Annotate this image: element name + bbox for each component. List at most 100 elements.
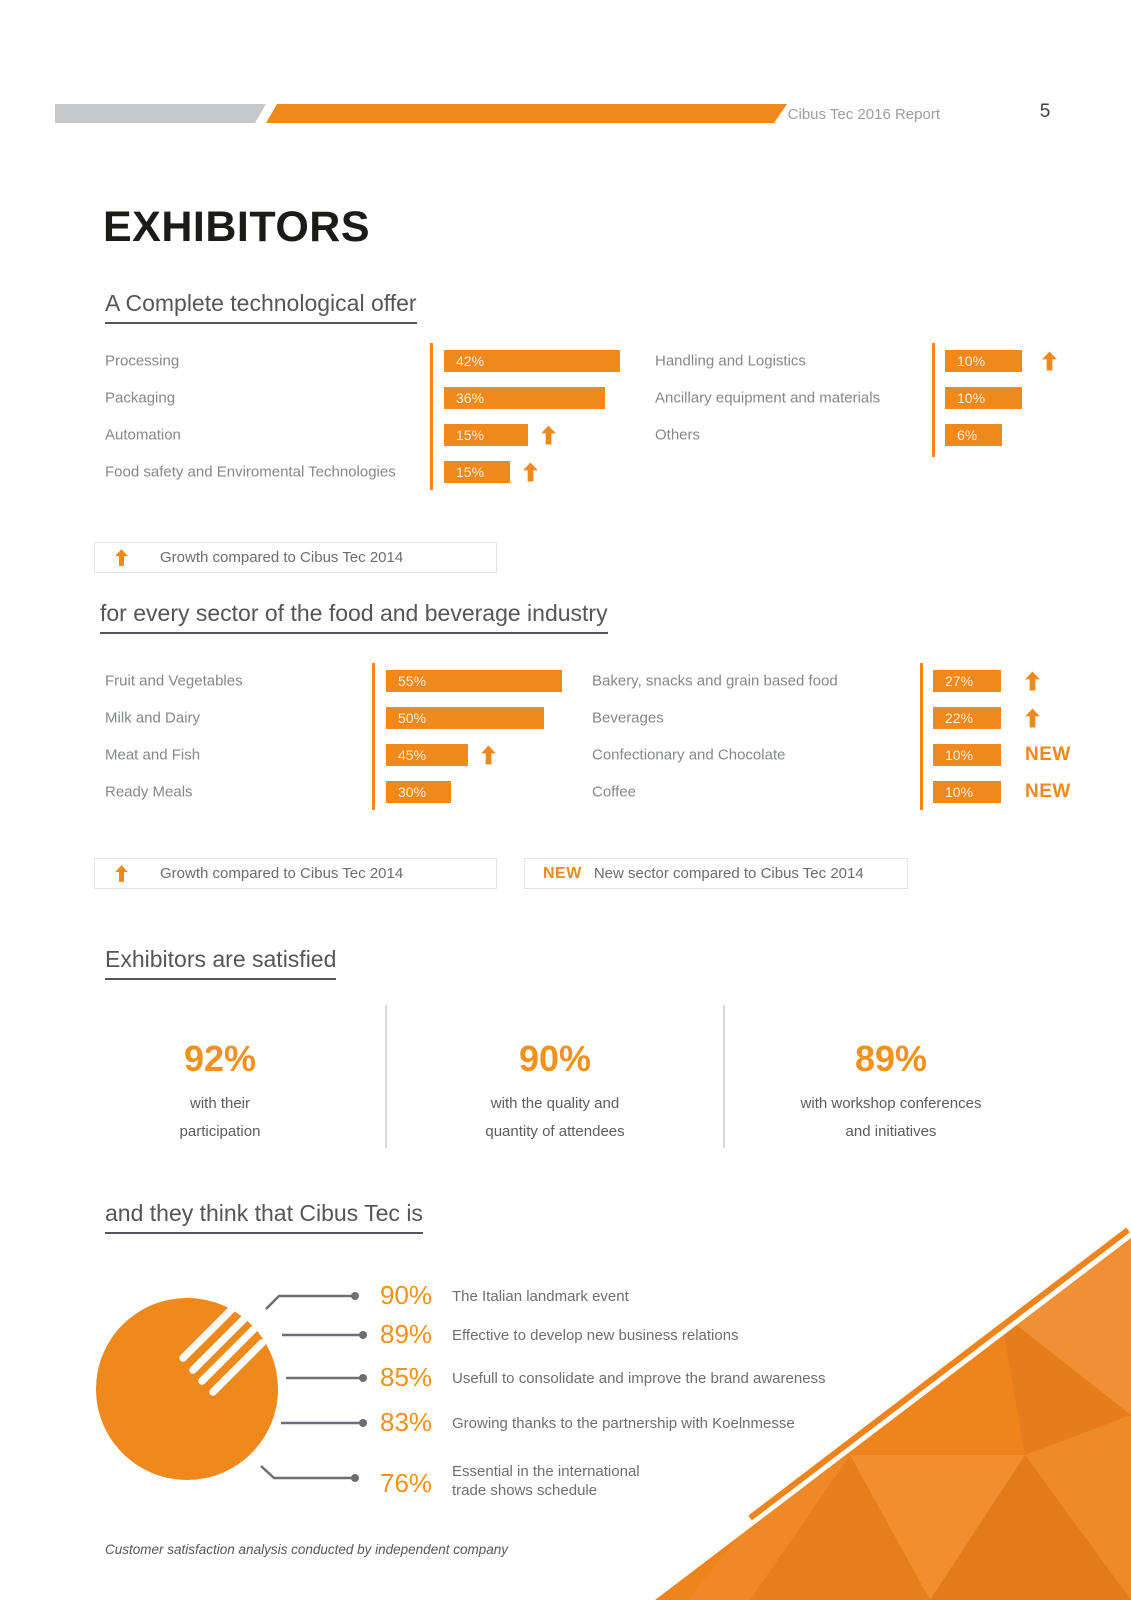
bar-value-label: 55% [398,672,427,689]
report-title: Cibus Tec 2016 Report [787,106,940,123]
value-bar: 45% [386,743,468,766]
growth-arrow-icon [1042,351,1057,370]
value-bar: 15% [444,460,510,483]
stat-percentage: 92% [183,1038,257,1079]
chart-row: Beverages 22% [592,699,1131,736]
value-bar: 27% [933,669,1001,692]
think-description: Growing thanks to the partnership with K… [452,1415,795,1432]
think-description: Essential in the international trade show… [452,1463,640,1499]
category-label: Meat and Fish [105,746,201,763]
chart-row: Handling and Logistics 10% [655,342,1131,379]
think-percentage: 76% [380,1468,433,1498]
tech-offer-chart-right: Handling and Logistics 10% Ancillary equip… [655,342,1131,457]
bar-value-label: 15% [456,426,485,443]
stat-caption: with workshop conferences and initiatives [800,1095,982,1140]
value-bar: 55% [386,669,562,692]
category-label: Bakery, snacks and grain based food [592,672,838,689]
chart-axis-line [372,663,375,810]
header-orange-bar [266,104,787,123]
satisfaction-stat: 90% with the quality and quantity of atten… [425,1038,685,1146]
callout-lines [260,1294,360,1480]
chart-row: Meat and Fish 45% [105,736,592,773]
satisfaction-stat: 92% with their participation [95,1038,345,1146]
category-label: Coffee [592,783,636,800]
satisfaction-stat: 89% with workshop conferences and initiati… [762,1038,1020,1146]
bar-value-label: 6% [957,426,978,443]
new-badge: NEW [1025,780,1071,802]
stat-percentage: 90% [518,1038,592,1079]
bar-value-label: 45% [398,746,427,763]
stats-divider [723,1005,725,1148]
think-percentage: 85% [380,1362,433,1392]
chart-row: Ready Meals 30% [105,773,592,810]
value-bar: 30% [386,780,451,803]
chart-row: Packaging 36% [105,379,665,416]
think-description: Usefull to consolidate and improve the b… [452,1370,826,1387]
think-percentage: 90% [380,1280,433,1310]
new-legend-label: New sector compared to Cibus Tec 2014 [593,865,864,882]
bar-value-label: 10% [957,352,986,369]
bar-value-label: 36% [456,389,485,406]
bar-value-label: 27% [945,672,974,689]
bar-value-label: 30% [398,783,427,800]
category-label: Handling and Logistics [655,352,806,369]
bar-value-label: 22% [945,709,974,726]
page-number: 5 [1039,101,1051,122]
bar-value-label: 50% [398,709,427,726]
growth-arrow-icon [1025,708,1040,727]
header-gray-bar [55,104,266,123]
page-title: EXHIBITORS [103,203,371,251]
chart-row: Processing 42% [105,342,665,379]
chart-row: Milk and Dairy 50% [105,699,592,736]
section-title-sectors: for every sector of the food and beverag… [100,600,608,634]
category-label: Processing [105,352,180,369]
bar-value-label: 10% [945,746,974,763]
section-title-tech-offer: A Complete technological offer [105,290,417,324]
growth-legend: Growth compared to Cibus Tec 2014 [94,542,497,573]
growth-arrow-icon [115,549,128,566]
chart-row: Ancillary equipment and materials 10% [655,379,1131,416]
category-label: Ancillary equipment and materials [655,389,881,406]
pie-circle [96,1298,278,1480]
category-label: Others [655,426,701,443]
value-bar: 10% [933,780,1001,803]
growth-arrow-icon [1025,671,1040,690]
bar-value-label: 10% [957,389,986,406]
corner-triangle-decoration [655,1227,1131,1600]
value-bar: 15% [444,423,528,446]
value-bar: 22% [933,706,1001,729]
new-badge: NEW [1025,743,1071,765]
new-badge: NEW [543,864,582,882]
chart-row: Coffee 10% NEW [592,773,1131,810]
chart-axis-line [430,343,433,490]
category-label: Food safety and Enviromental Technologie… [105,463,396,480]
bar-value-label: 42% [456,352,485,369]
category-label: Fruit and Vegetables [105,672,243,689]
bar-value-label: 10% [945,783,974,800]
category-label: Ready Meals [105,783,193,800]
think-description: The Italian landmark event [452,1288,629,1305]
chart-row: Food safety and Enviromental Technologie… [105,453,665,490]
category-label: Beverages [592,709,664,726]
chart-row: Others 6% [655,416,1131,453]
value-bar: 6% [945,423,1002,446]
stat-caption: with the quality and quantity of attendee… [485,1095,625,1140]
think-percentage: 83% [380,1407,433,1437]
category-label: Milk and Dairy [105,709,201,726]
chart-axis-line [932,343,935,457]
chart-row: Fruit and Vegetables 55% [105,662,592,699]
sectors-chart-right: Bakery, snacks and grain based food 27% Be… [592,662,1131,810]
tech-offer-chart-left: Processing 42% Packaging 36% Automation 15% Fo… [105,342,665,490]
value-bar: 36% [444,386,605,409]
growth-legend: Growth compared to Cibus Tec 2014 [94,858,497,889]
value-bar: 10% [945,349,1022,372]
section-title-satisfied: Exhibitors are satisfied [105,946,337,980]
growth-arrow-icon [523,462,538,481]
value-bar: 10% [933,743,1001,766]
chart-row: Confectionary and Chocolate 10% NEW [592,736,1131,773]
callout-dots [351,1292,367,1482]
footnote: Customer satisfaction analysis conducted… [105,1542,508,1557]
value-bar: 42% [444,349,620,372]
stats-divider [385,1005,387,1148]
growth-legend-label: Growth compared to Cibus Tec 2014 [160,549,404,566]
